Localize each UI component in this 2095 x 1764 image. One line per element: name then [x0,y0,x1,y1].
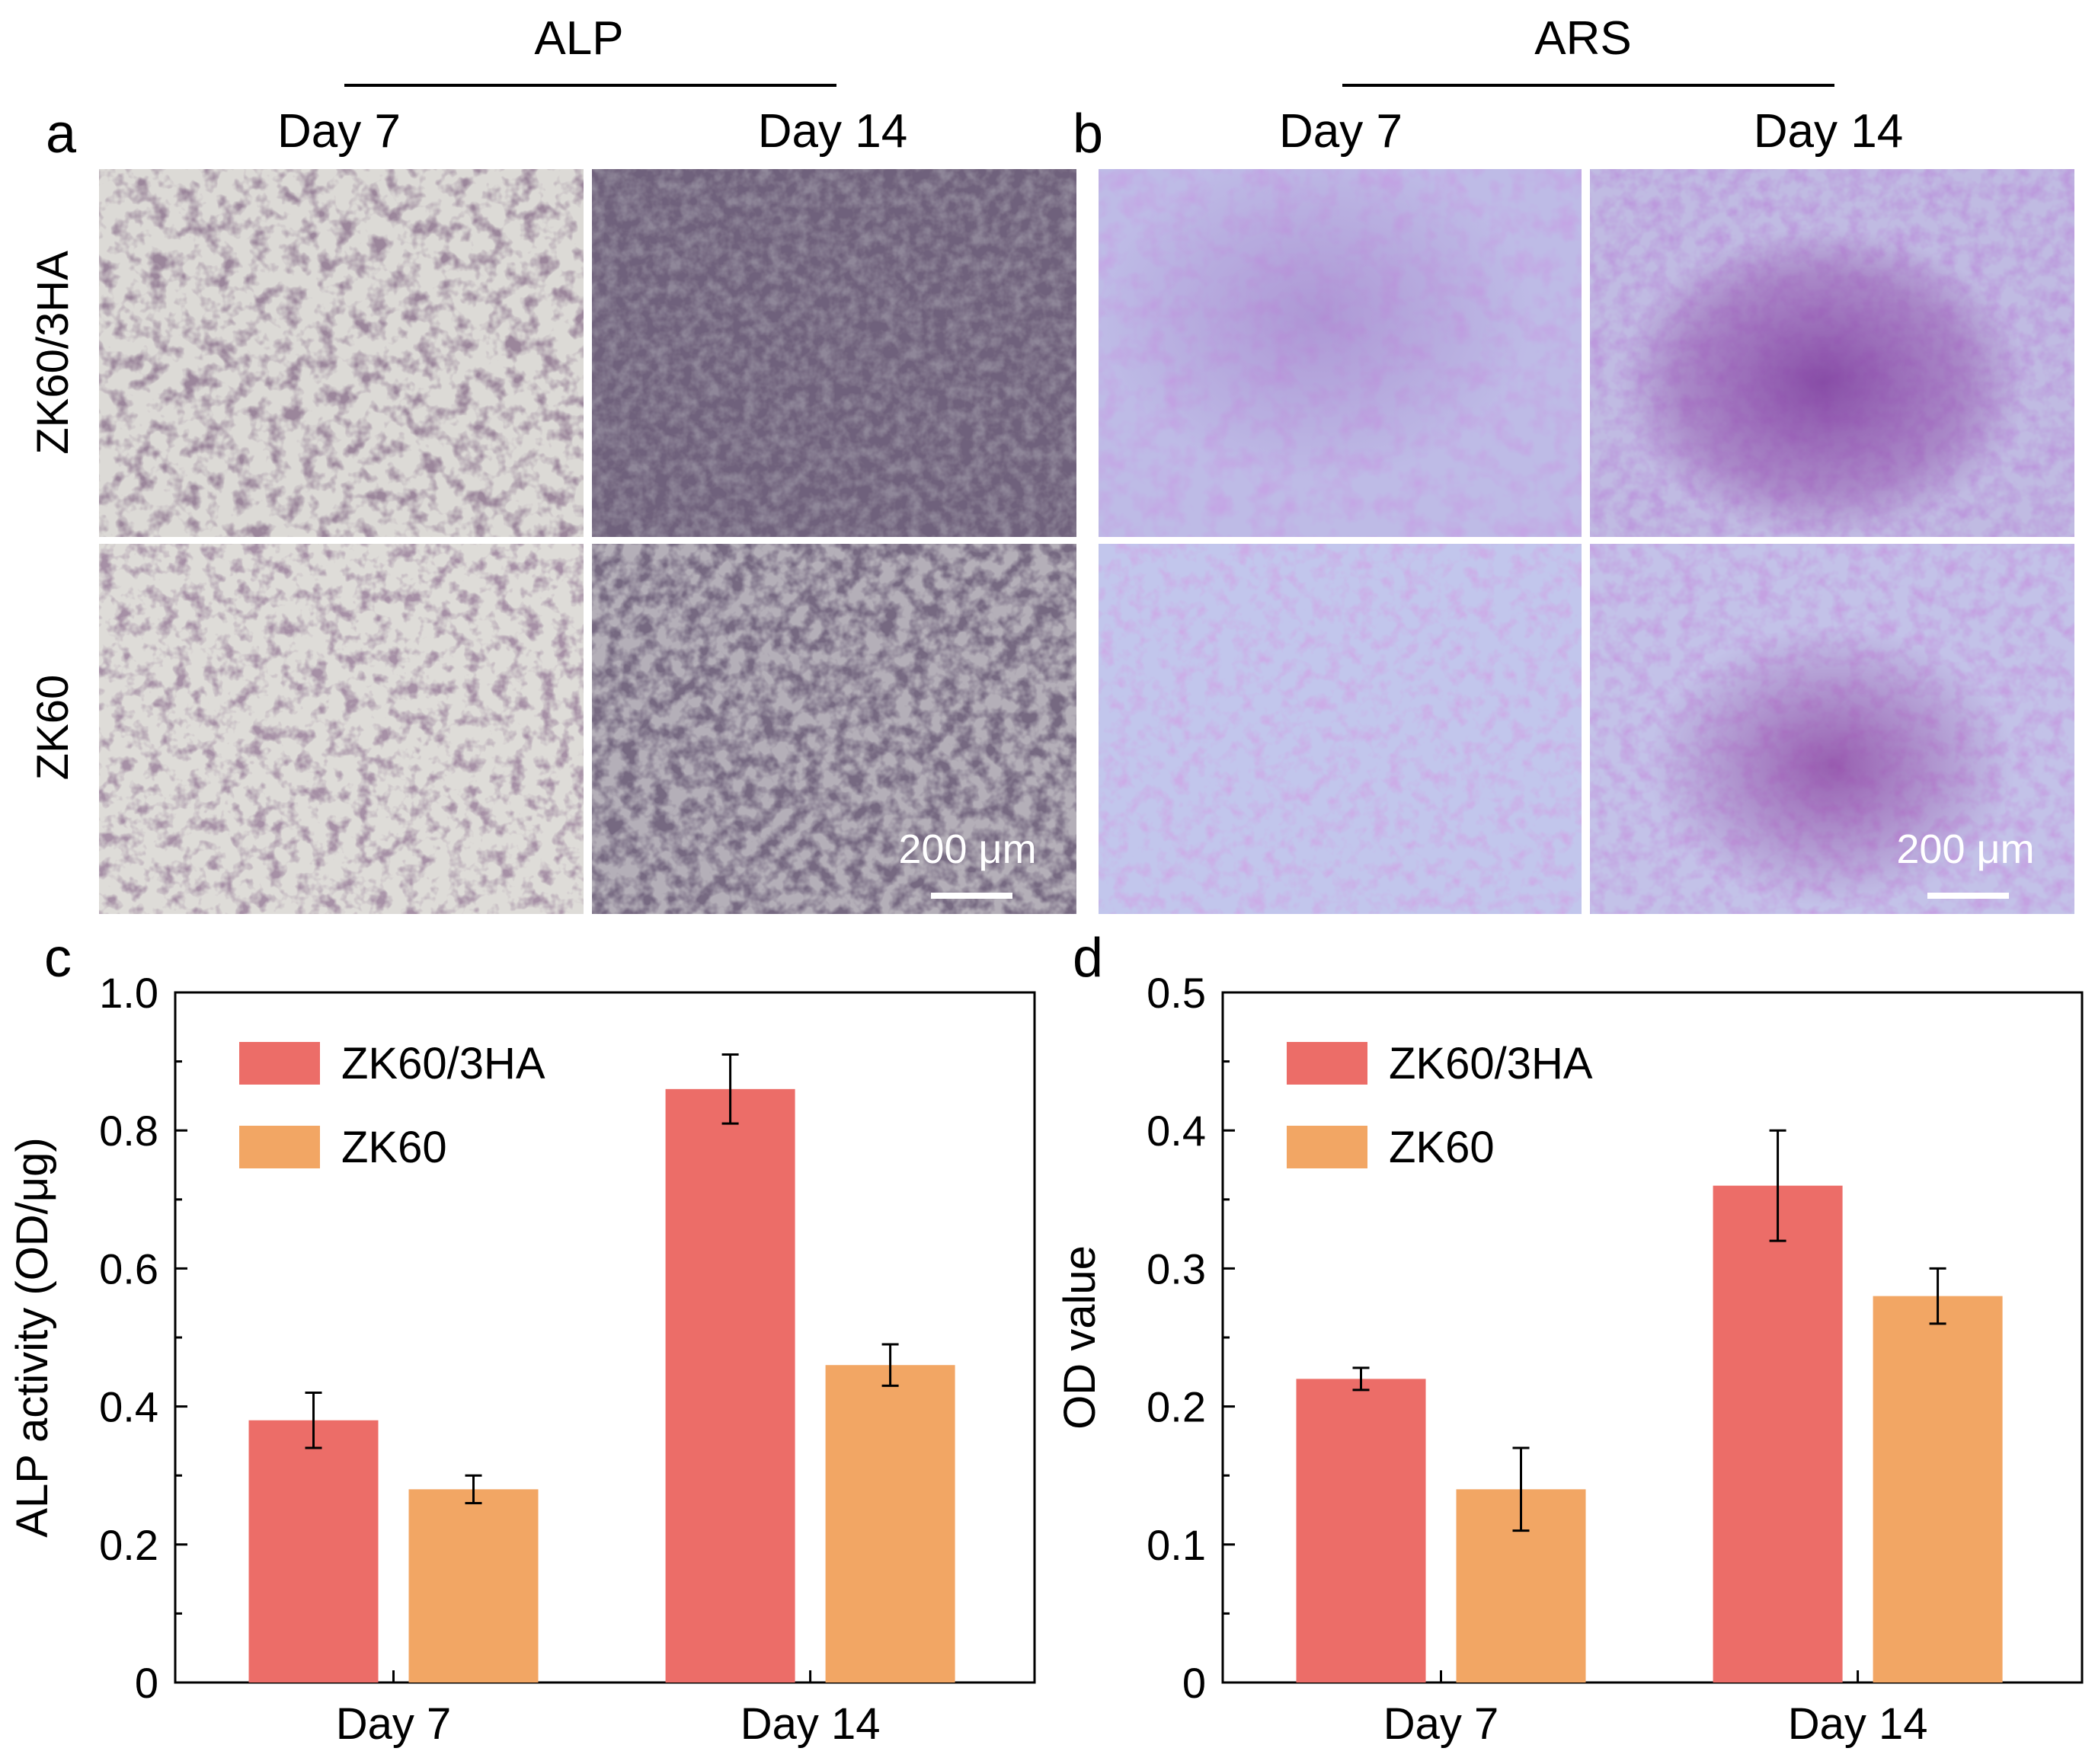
ars-group-line [1342,84,1834,87]
od-chart-ytick-label: 0 [1182,1659,1206,1707]
alp-chart-xtick-label: Day 14 [740,1699,881,1749]
alp-image-zk60-3ha-day14 [592,169,1076,537]
alp-image-zk60-day14-texture [592,544,1076,914]
od-chart-legend-swatch [1287,1126,1367,1168]
alp-image-zk60-day7-texture [99,544,584,914]
alp-chart-xtick-label: Day 7 [336,1699,452,1749]
od-chart-ytick-label: 0.5 [1147,969,1206,1017]
od-value-chart: 0 0.1 0.2 0.3 0.4 0.5 OD value Day 7 Day 14 ZK60/… [1055,969,2084,1749]
row-label-zk60: ZK60 [28,674,78,781]
panel-letter-d: d [1073,928,1104,989]
alp-image-zk60-3ha-day7 [99,169,584,537]
ars-image-zk60-day14 [1590,544,2074,914]
od-chart-bar-zk60 [1873,1296,2003,1683]
ars-image-zk60-3ha-day14-texture [1590,169,2074,537]
ars-image-zk60-day14-texture [1590,544,2074,914]
alp-chart-legend-swatch [239,1126,320,1168]
ars-image-zk60-day7-texture [1099,544,1582,914]
alp-chart-bar-zk60 [408,1489,539,1683]
ars-group-title: ARS [1534,12,1632,65]
ars-scale-bar-label: 200 μm [1896,826,2035,872]
od-chart-legend-swatch [1287,1042,1367,1085]
od-chart-ytick-label: 0.4 [1147,1107,1206,1155]
row-label-zk60-3ha: ZK60/3HA [28,251,78,455]
alp-chart-ytick-label: 0.4 [99,1383,158,1431]
alp-group-title: ALP [534,12,624,65]
ars-image-zk60-3ha-day7-texture [1099,169,1582,537]
alp-col-day14: Day 14 [757,105,908,158]
alp-chart-ytick-label: 0.6 [99,1245,158,1293]
od-chart-legend-label: ZK60 [1389,1123,1495,1172]
panel-letter-c: c [44,928,72,989]
ars-col-day7: Day 7 [1279,105,1403,158]
alp-chart-ytick-label: 0 [135,1659,158,1707]
alp-chart-legend-swatch [239,1042,320,1085]
ars-scale-bar [1927,893,2009,899]
ars-col-day14: Day 14 [1753,105,1904,158]
ars-image-zk60-3ha-day7 [1099,169,1582,537]
od-chart-ytick-label: 0.2 [1147,1383,1206,1431]
od-chart-ytick-label: 0.1 [1147,1521,1206,1569]
od-chart-bar-zk60-3ha [1296,1379,1426,1683]
alp-chart-ylabel: ALP activity (OD/μg) [8,1137,57,1537]
alp-chart-bar-zk60-3ha [665,1088,795,1683]
od-chart-ytick-label: 0.3 [1147,1245,1206,1293]
ars-image-zk60-3ha-day14 [1590,169,2074,537]
od-chart-xtick-label: Day 7 [1383,1699,1499,1749]
alp-chart-bar-zk60 [825,1365,955,1683]
alp-chart-legend-label: ZK60/3HA [341,1039,545,1088]
od-chart-xtick-label: Day 14 [1788,1699,1928,1749]
ars-image-zk60-day7 [1099,544,1582,914]
alp-col-day7: Day 7 [277,105,401,158]
alp-scale-bar [931,893,1012,899]
panel-letter-a: a [46,104,77,165]
alp-image-zk60-day7 [99,544,584,914]
od-chart-bar-zk60-3ha [1713,1185,1843,1683]
alp-chart-bar-zk60-3ha [248,1420,379,1683]
alp-image-zk60-3ha-day7-texture [99,169,584,537]
panel-letter-b: b [1073,104,1104,165]
alp-chart-ytick-label: 1.0 [99,969,158,1017]
alp-image-zk60-3ha-day14-texture [592,169,1076,537]
alp-activity-chart: 0 0.2 0.4 0.6 0.8 1.0 ALP activity (OD/μg) Day … [8,969,1036,1749]
od-chart-ylabel: OD value [1055,1245,1105,1430]
od-chart-legend-label: ZK60/3HA [1389,1039,1593,1088]
alp-chart-legend-label: ZK60 [341,1123,447,1172]
alp-image-zk60-day14 [592,544,1076,914]
alp-chart-ytick-label: 0.8 [99,1107,158,1155]
alp-scale-bar-label: 200 μm [898,826,1037,872]
alp-chart-ytick-label: 0.2 [99,1521,158,1569]
alp-group-line [344,84,836,87]
